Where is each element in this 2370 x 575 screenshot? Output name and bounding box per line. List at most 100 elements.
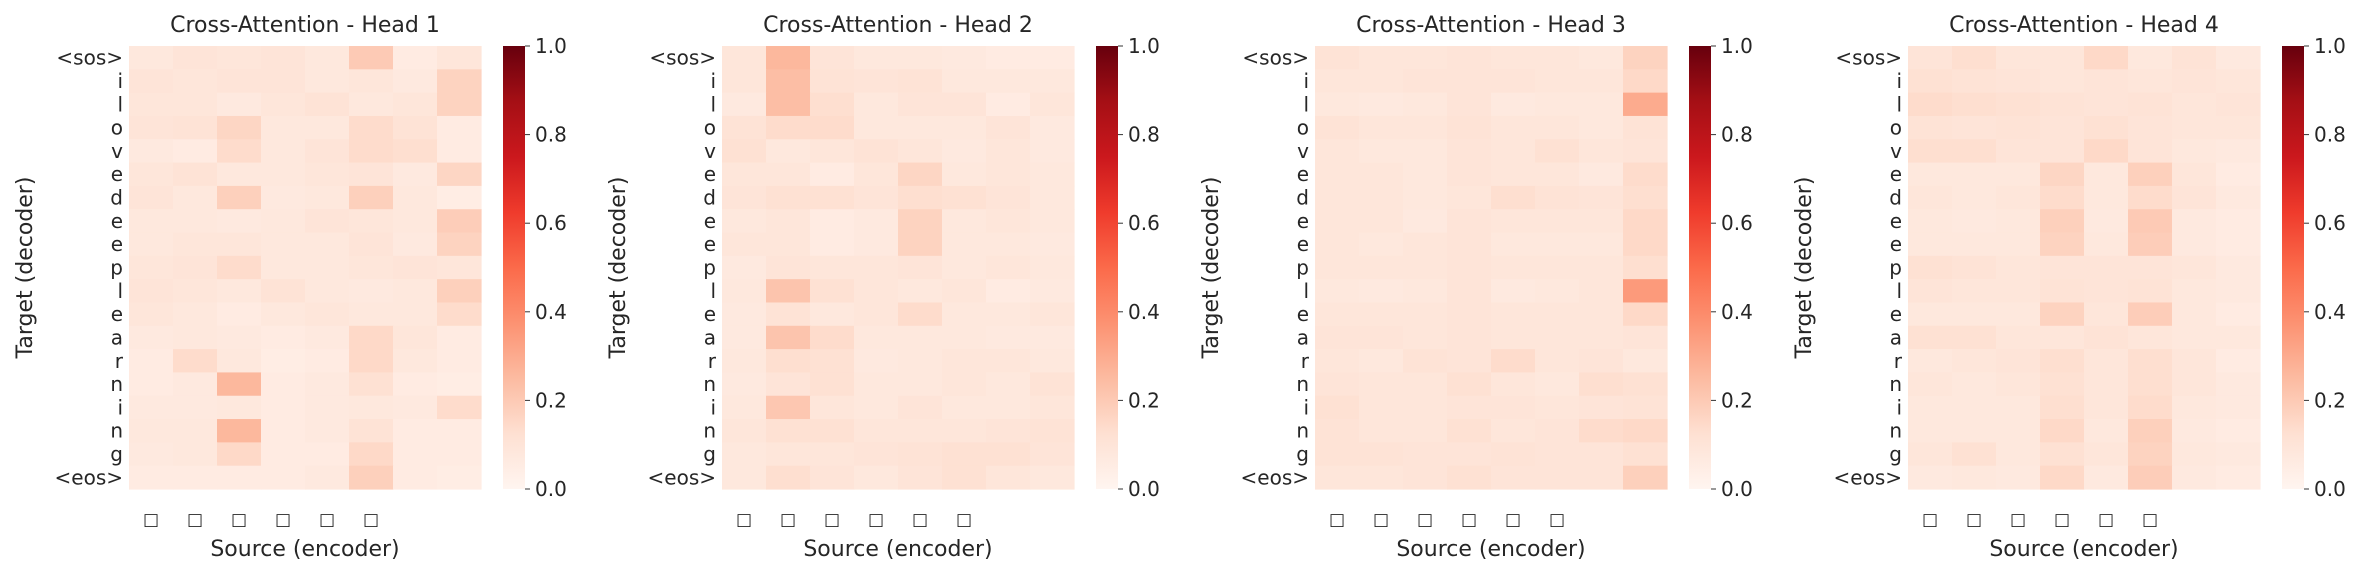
heatmap-cell bbox=[129, 255, 174, 280]
heatmap-cell bbox=[2172, 442, 2217, 467]
heatmap-cell bbox=[261, 465, 306, 490]
y-tick-label: e bbox=[1297, 162, 1309, 186]
heatmap-cell bbox=[2128, 255, 2173, 280]
y-tick-label: g bbox=[1889, 442, 1902, 466]
heatmap-cell bbox=[1952, 442, 1997, 467]
heatmap-cell bbox=[810, 92, 855, 117]
heatmap-cell bbox=[305, 255, 350, 280]
heatmap-cell bbox=[1535, 139, 1580, 164]
heatmap-cell bbox=[2128, 162, 2173, 187]
heatmap-cell bbox=[1359, 162, 1404, 187]
heatmap-cell bbox=[2040, 115, 2085, 140]
colorbar bbox=[1096, 46, 1118, 489]
heatmap-cell bbox=[2084, 139, 2129, 164]
heatmap-cell bbox=[986, 279, 1031, 304]
x-tick-label: □ bbox=[912, 510, 928, 530]
heatmap-cell bbox=[2172, 139, 2217, 164]
heatmap-cell bbox=[854, 162, 899, 187]
heatmap-cell bbox=[854, 92, 899, 117]
heatmap-cell bbox=[1447, 232, 1492, 257]
heatmap-cell bbox=[2216, 92, 2261, 117]
colorbar bbox=[1689, 46, 1711, 489]
heatmap-cell bbox=[2172, 209, 2217, 234]
heatmap-cell bbox=[1030, 69, 1075, 94]
heatmap-cell bbox=[1996, 185, 2041, 210]
heatmap-cell bbox=[722, 162, 767, 187]
heatmap-cell bbox=[1952, 302, 1997, 327]
heatmap-cell bbox=[2128, 139, 2173, 164]
heatmap-cell bbox=[854, 395, 899, 420]
heatmap-cell bbox=[217, 325, 262, 350]
heatmap-cell bbox=[810, 162, 855, 187]
heatmap-cell bbox=[173, 69, 218, 94]
heatmap-cell bbox=[1403, 162, 1448, 187]
colorbar-tick-label: 0.6 bbox=[2314, 211, 2346, 235]
heatmap-cell bbox=[810, 372, 855, 397]
x-axis-label: Source (encoder) bbox=[210, 537, 399, 562]
heatmap-cell bbox=[1447, 46, 1492, 70]
heatmap-cell bbox=[1359, 302, 1404, 327]
heatmap-cell bbox=[437, 185, 482, 210]
heatmap-cell bbox=[2128, 115, 2173, 140]
heatmap-cell bbox=[1996, 92, 2041, 117]
heatmap-cell bbox=[393, 372, 438, 397]
heatmap-cell bbox=[129, 442, 174, 467]
heatmap-cell bbox=[1535, 92, 1580, 117]
heatmap-cell bbox=[2084, 115, 2129, 140]
heatmap-cell bbox=[2128, 232, 2173, 257]
heatmap-cell bbox=[1030, 255, 1075, 280]
heatmap-cell bbox=[722, 302, 767, 327]
heatmap-cell bbox=[810, 139, 855, 164]
heatmap-cell bbox=[1623, 349, 1668, 374]
heatmap-cell bbox=[1579, 325, 1624, 350]
heatmap-cell bbox=[1447, 349, 1492, 374]
colorbar-tick-label: 0.2 bbox=[1721, 388, 1753, 412]
heatmap-cell bbox=[986, 325, 1031, 350]
heatmap-cell bbox=[1491, 419, 1536, 443]
heatmap-cell bbox=[1315, 185, 1360, 210]
heatmap-cell bbox=[1996, 46, 2041, 70]
heatmap-cell bbox=[2216, 395, 2261, 420]
heatmap-cell bbox=[1952, 209, 1997, 234]
heatmap-cell bbox=[393, 232, 438, 257]
heatmap-cell bbox=[1030, 46, 1075, 70]
heatmap-cell bbox=[942, 419, 987, 443]
heatmap-cell bbox=[1403, 442, 1448, 467]
heatmap-cell bbox=[1535, 255, 1580, 280]
y-tick-label: i bbox=[1896, 69, 1902, 93]
colorbar-tick-label: 1.0 bbox=[2314, 34, 2346, 58]
heatmap-cell bbox=[854, 465, 899, 490]
x-tick-label: □ bbox=[1966, 510, 1982, 530]
heatmap-cell bbox=[1447, 255, 1492, 280]
heatmap-cell bbox=[261, 255, 306, 280]
heatmap-cell bbox=[217, 162, 262, 187]
heatmap-cell bbox=[261, 162, 306, 187]
heatmap-cell bbox=[854, 419, 899, 443]
heatmap-cell bbox=[854, 185, 899, 210]
heatmap-cell bbox=[1491, 232, 1536, 257]
heatmap-cell bbox=[1535, 325, 1580, 350]
heatmap-cell bbox=[1952, 372, 1997, 397]
heatmap-cell bbox=[2216, 209, 2261, 234]
heatmap-cell bbox=[437, 442, 482, 467]
x-tick-label: □ bbox=[1329, 510, 1345, 530]
heatmap-cell bbox=[810, 395, 855, 420]
heatmap-cell bbox=[1996, 162, 2041, 187]
heatmap-cell bbox=[349, 372, 394, 397]
y-tick-label: d bbox=[110, 186, 123, 210]
heatmap-cell bbox=[1623, 325, 1668, 350]
heatmap-cell bbox=[898, 209, 943, 234]
y-tick-label: n bbox=[110, 372, 123, 396]
heatmap-cell bbox=[173, 279, 218, 304]
heatmap-cell bbox=[2172, 162, 2217, 187]
heatmap-cell bbox=[217, 46, 262, 70]
heatmap-cell bbox=[2172, 115, 2217, 140]
heatmap-cell bbox=[261, 115, 306, 140]
y-tick-label: r bbox=[115, 349, 124, 373]
heatmap-cell bbox=[1908, 92, 1953, 117]
heatmap-cell bbox=[722, 232, 767, 257]
heatmap-cell bbox=[393, 162, 438, 187]
colorbar-tick-label: 1.0 bbox=[535, 34, 567, 58]
y-tick-label: d bbox=[703, 186, 716, 210]
heatmap-cell bbox=[2040, 302, 2085, 327]
